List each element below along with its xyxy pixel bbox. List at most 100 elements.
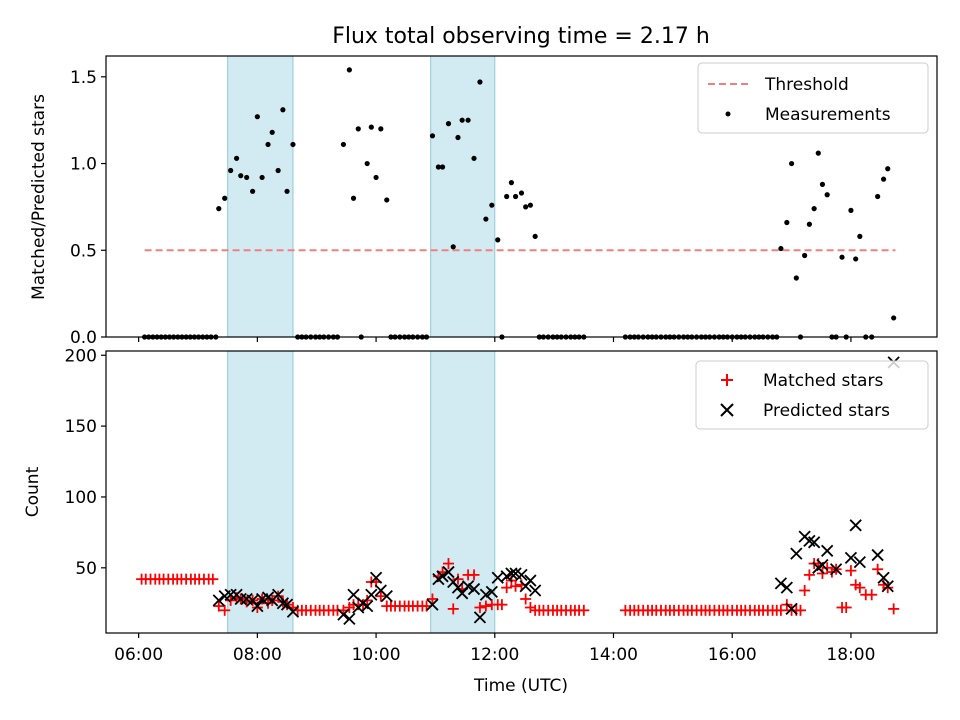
y-tick-label: 0.5 bbox=[70, 241, 97, 261]
matched-star-point bbox=[840, 601, 852, 613]
y-tick-label: 0.0 bbox=[70, 328, 97, 348]
measurement-point bbox=[269, 129, 275, 135]
top-legend: Threshold Measurements bbox=[697, 62, 929, 134]
measurement-point bbox=[455, 134, 461, 141]
matched-star-point bbox=[207, 573, 219, 585]
matched-star-point bbox=[361, 594, 373, 606]
top-legend-box bbox=[697, 62, 929, 134]
bottom-legend-box bbox=[695, 360, 929, 430]
measurement-point bbox=[445, 121, 452, 127]
predicted-star-point bbox=[276, 597, 290, 610]
measurement-point bbox=[471, 155, 477, 161]
predicted-star-point bbox=[479, 588, 493, 601]
matched-star-point bbox=[794, 604, 806, 616]
measurement-point bbox=[429, 133, 436, 139]
y-tick-label: 150 bbox=[65, 417, 97, 437]
predicted-star-point bbox=[436, 570, 449, 583]
predicted-star-point bbox=[426, 598, 439, 611]
matched-star-point bbox=[866, 589, 878, 601]
matched-star-point bbox=[803, 569, 815, 581]
measurement-point bbox=[280, 107, 286, 113]
measurement-point bbox=[459, 117, 465, 123]
measurement-point bbox=[489, 202, 495, 208]
x-tick-label: 16:00 bbox=[708, 645, 757, 665]
predicted-star-point bbox=[286, 605, 300, 618]
bottom-axes: 50 100 150 200 06:00 08:00 10:00 12:00 14:00 16:… bbox=[23, 346, 938, 696]
bottom-axes-frame bbox=[105, 350, 938, 634]
measurement-point bbox=[477, 79, 483, 85]
chart-title: Flux total observing time = 2.17 h bbox=[332, 24, 710, 49]
legend-predicted-swatch bbox=[720, 403, 734, 417]
matched-star-point bbox=[474, 601, 486, 613]
predicted-star-point bbox=[343, 612, 356, 625]
measurement-point bbox=[495, 237, 501, 243]
measurement-point bbox=[806, 221, 812, 227]
predicted-star-point bbox=[849, 519, 862, 532]
measurement-point bbox=[384, 197, 390, 203]
measurement-point bbox=[244, 174, 250, 181]
measurement-point bbox=[355, 126, 361, 132]
matched-star-point bbox=[845, 565, 857, 577]
x-tick-label: 14:00 bbox=[589, 645, 638, 665]
matched-star-point bbox=[578, 604, 590, 616]
measurement-point bbox=[891, 315, 897, 321]
matched-star-point bbox=[375, 590, 387, 602]
matched-star-point bbox=[888, 603, 900, 615]
predicted-star-point bbox=[515, 568, 528, 582]
predicted-star-point bbox=[485, 585, 498, 599]
legend-measurements-swatch bbox=[725, 111, 731, 117]
measurement-point bbox=[250, 188, 256, 194]
measurement-point bbox=[527, 202, 534, 208]
measurement-point bbox=[346, 67, 352, 73]
measurement-point bbox=[275, 167, 281, 174]
matched-star-point bbox=[219, 604, 231, 616]
shaded-interval bbox=[430, 55, 496, 338]
predicted-star-point bbox=[785, 602, 798, 616]
bottom-y-ticks: 50 100 150 200 bbox=[65, 346, 106, 579]
matched-star-point bbox=[225, 594, 237, 606]
measurement-point bbox=[532, 233, 538, 239]
y-tick-label: 1.5 bbox=[70, 68, 97, 88]
predicted-star-point bbox=[451, 581, 465, 594]
matched-star-point bbox=[520, 593, 532, 605]
predicted-star-point bbox=[816, 558, 829, 572]
shaded-interval bbox=[227, 55, 294, 338]
predicted-star-point bbox=[251, 599, 264, 613]
x-tick-label: 06:00 bbox=[114, 645, 163, 665]
x-tick-label: 08:00 bbox=[233, 645, 282, 665]
predicted-star-point bbox=[844, 551, 858, 565]
measurement-point bbox=[340, 141, 347, 148]
predicted-star-point bbox=[380, 590, 393, 603]
predicted-star-point bbox=[361, 599, 374, 613]
matched-star-point bbox=[272, 590, 284, 602]
measurement-point bbox=[518, 190, 525, 196]
predicted-star-point bbox=[871, 548, 884, 562]
y-tick-label: 1.0 bbox=[70, 155, 97, 175]
predicted-star-point bbox=[365, 588, 378, 601]
predicted-star-point bbox=[829, 563, 843, 576]
measurement-point bbox=[512, 193, 519, 200]
matched-star-point bbox=[480, 600, 492, 612]
measurement-point bbox=[259, 174, 265, 181]
matched-star-point bbox=[816, 567, 828, 579]
measurement-point bbox=[778, 245, 784, 252]
measurement-point bbox=[222, 195, 228, 201]
measurement-point bbox=[504, 193, 510, 200]
measurement-point bbox=[508, 180, 515, 186]
top-y-axis-label: Matched/Predicted stars bbox=[29, 94, 49, 300]
measurement-point bbox=[378, 126, 384, 132]
predicted-star-point bbox=[821, 544, 834, 557]
predicted-star-point bbox=[780, 581, 793, 594]
x-tick-label: 12:00 bbox=[470, 645, 519, 665]
shaded-interval bbox=[227, 350, 294, 634]
matched-star-point bbox=[775, 604, 787, 616]
predicted-star-point bbox=[442, 565, 455, 579]
x-tick-label: 10:00 bbox=[352, 645, 401, 665]
legend-measurements-label: Measurements bbox=[765, 105, 891, 125]
measurement-point bbox=[853, 256, 859, 262]
measurement-point bbox=[368, 124, 374, 130]
measurement-point bbox=[788, 160, 795, 167]
predicted-star-point bbox=[467, 582, 481, 596]
measurement-point bbox=[439, 164, 446, 170]
